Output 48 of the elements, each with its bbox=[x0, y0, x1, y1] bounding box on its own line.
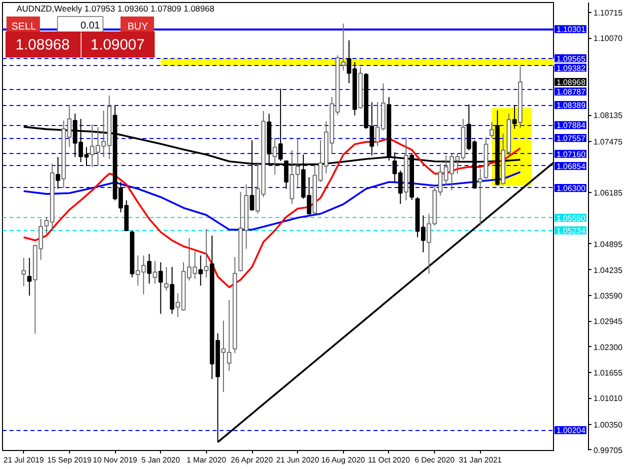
ref-line-label: 1.09565 bbox=[556, 54, 586, 64]
candlestick bbox=[490, 122, 494, 138]
ref-line-label: 1.05550 bbox=[556, 214, 586, 223]
annotation: 1.09007 bbox=[90, 36, 145, 54]
ref-line-label: 1.07557 bbox=[556, 134, 586, 144]
y-tick-label: 1.10070 bbox=[594, 34, 623, 44]
ref-line-label: 1.06300 bbox=[556, 184, 586, 193]
candlestick bbox=[512, 104, 517, 130]
ref-line-label: 1.08389 bbox=[556, 101, 586, 110]
y-tick-label: 1.01010 bbox=[594, 394, 623, 404]
annotation: 1.08968 bbox=[16, 36, 70, 54]
chart-title: AUDNZD,Weekly 1.07953 1.09360 1.07809 1.08968 bbox=[16, 4, 215, 14]
y-tick-label: 1.02300 bbox=[594, 342, 623, 352]
ref-line-label: 1.07884 bbox=[556, 121, 586, 130]
ref-line-label: 1.06854 bbox=[556, 162, 586, 171]
candlestick bbox=[21, 257, 26, 287]
ref-line-label: 1.05234 bbox=[556, 226, 586, 236]
ref-line-label: 1.08787 bbox=[556, 88, 586, 97]
candlestick bbox=[272, 137, 278, 175]
candlestick bbox=[204, 228, 209, 278]
annotation: 0.01 bbox=[80, 20, 100, 32]
y-tick-label: 1.08135 bbox=[594, 111, 623, 120]
candlestick bbox=[278, 88, 283, 162]
candlestick bbox=[147, 253, 152, 284]
ref-line-label: 1.00204 bbox=[556, 426, 586, 436]
text: 1.08968 bbox=[556, 78, 586, 88]
y-tick-label: 1.04895 bbox=[594, 240, 623, 249]
candlestick bbox=[478, 168, 483, 226]
y-tick-label: 1.00350 bbox=[594, 420, 623, 430]
y-tick-label: 1.07475 bbox=[594, 137, 623, 146]
candlestick bbox=[152, 260, 158, 284]
candlestick bbox=[27, 257, 32, 296]
y-tick-label: 1.10715 bbox=[594, 8, 623, 18]
annotation: SELL bbox=[12, 22, 36, 32]
y-tick-label: 1.06185 bbox=[594, 188, 623, 198]
candlestick bbox=[158, 262, 163, 314]
y-tick-label: 1.03590 bbox=[594, 292, 623, 301]
y-tick-label: 1.04235 bbox=[594, 266, 623, 275]
ref-line-label: 1.07160 bbox=[556, 150, 586, 159]
ref-line-label: 1.09382 bbox=[556, 64, 586, 73]
y-tick-label: 0.99705 bbox=[594, 446, 623, 455]
y-tick-label: 1.01655 bbox=[594, 368, 623, 378]
candlestick bbox=[198, 254, 203, 286]
ref-line-label: 1.10301 bbox=[556, 25, 586, 34]
y-tick-label: 1.02945 bbox=[594, 317, 623, 326]
annotation: BUY bbox=[128, 22, 148, 32]
candlestick bbox=[56, 156, 60, 190]
candlestick bbox=[164, 266, 169, 291]
